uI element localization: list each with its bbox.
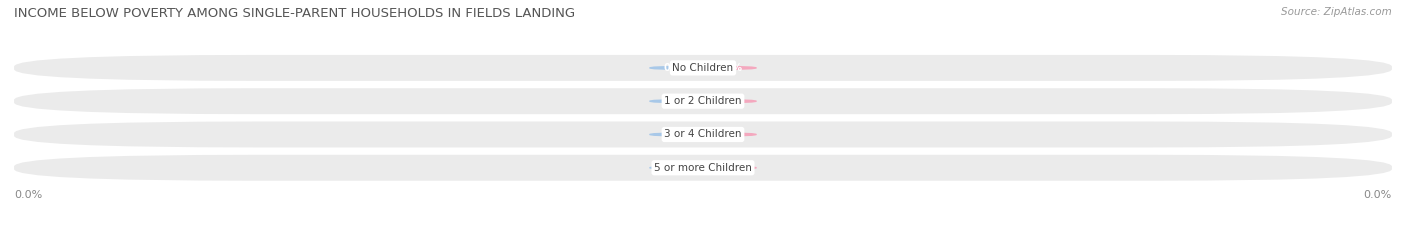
Text: 3 or 4 Children: 3 or 4 Children <box>664 130 742 140</box>
FancyBboxPatch shape <box>650 132 704 137</box>
Text: INCOME BELOW POVERTY AMONG SINGLE-PARENT HOUSEHOLDS IN FIELDS LANDING: INCOME BELOW POVERTY AMONG SINGLE-PARENT… <box>14 7 575 20</box>
Text: 0.0%: 0.0% <box>716 130 742 140</box>
Text: 0.0%: 0.0% <box>716 63 742 73</box>
Text: 0.0%: 0.0% <box>1364 190 1392 200</box>
Text: 0.0%: 0.0% <box>664 96 690 106</box>
Text: 0.0%: 0.0% <box>716 163 742 173</box>
FancyBboxPatch shape <box>702 66 756 70</box>
Text: 0.0%: 0.0% <box>14 190 42 200</box>
Text: 0.0%: 0.0% <box>716 96 742 106</box>
FancyBboxPatch shape <box>14 155 1392 181</box>
Text: 5 or more Children: 5 or more Children <box>654 163 752 173</box>
Text: 1 or 2 Children: 1 or 2 Children <box>664 96 742 106</box>
FancyBboxPatch shape <box>650 66 704 70</box>
Text: 0.0%: 0.0% <box>664 163 690 173</box>
FancyBboxPatch shape <box>650 99 704 103</box>
FancyBboxPatch shape <box>14 121 1392 147</box>
FancyBboxPatch shape <box>702 99 756 103</box>
FancyBboxPatch shape <box>14 55 1392 81</box>
Text: No Children: No Children <box>672 63 734 73</box>
Text: 0.0%: 0.0% <box>664 130 690 140</box>
FancyBboxPatch shape <box>702 166 756 170</box>
Text: Source: ZipAtlas.com: Source: ZipAtlas.com <box>1281 7 1392 17</box>
Text: 0.0%: 0.0% <box>664 63 690 73</box>
FancyBboxPatch shape <box>702 132 756 137</box>
FancyBboxPatch shape <box>14 88 1392 114</box>
FancyBboxPatch shape <box>650 166 704 170</box>
